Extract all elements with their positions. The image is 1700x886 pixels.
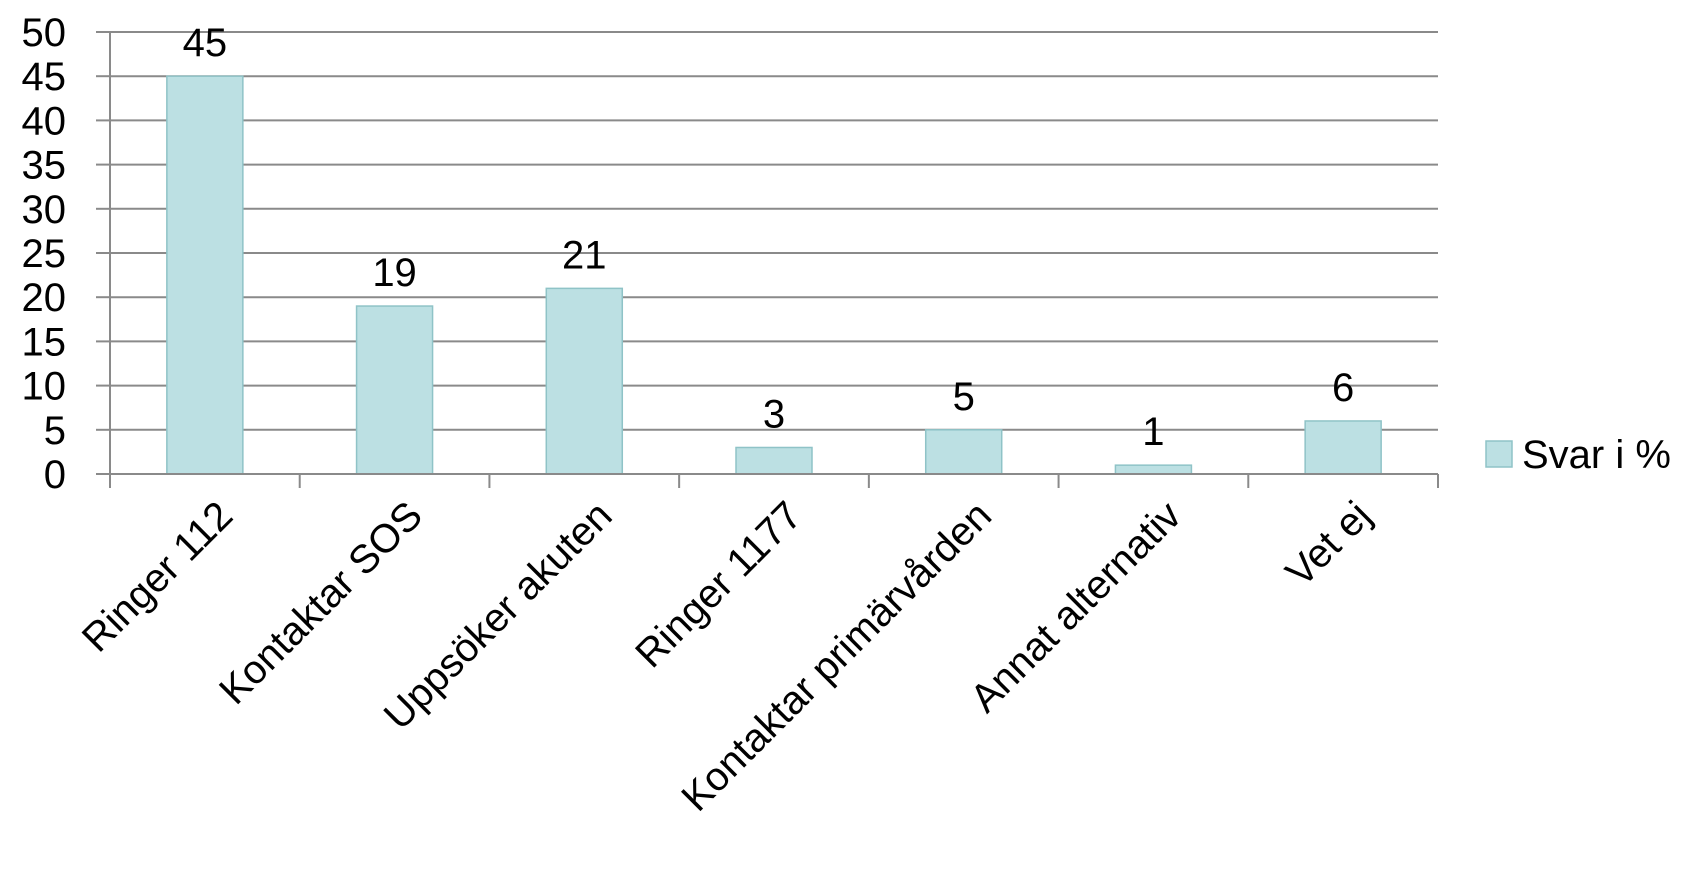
legend-label: Svar i % — [1522, 433, 1671, 477]
bar — [1304, 420, 1382, 475]
gridlines — [110, 31, 1438, 431]
data-labels: 45 19 21 3 5 1 6 — [183, 21, 1355, 454]
y-tick-label: 45 — [22, 55, 67, 99]
data-label: 21 — [562, 233, 607, 277]
data-label: 3 — [763, 392, 785, 436]
y-tick-label: 50 — [22, 11, 67, 55]
bar — [1114, 464, 1193, 475]
axes — [109, 32, 1439, 488]
x-category-label: Kontaktar SOS — [211, 493, 431, 713]
y-tick-label: 35 — [22, 144, 67, 188]
y-tick-label: 10 — [22, 365, 67, 409]
y-tick-label: 30 — [22, 188, 67, 232]
bar — [166, 75, 244, 475]
bars — [166, 75, 1382, 475]
y-tick-label: 40 — [22, 99, 67, 143]
legend: Svar i % — [1485, 433, 1671, 477]
x-category-label: Ringer 1177 — [627, 493, 810, 676]
y-tick-label: 20 — [22, 276, 67, 320]
bar — [735, 446, 813, 475]
x-category-label: Kontaktar primärvården — [673, 493, 1000, 820]
data-label: 6 — [1332, 366, 1354, 410]
y-tick-label: 5 — [44, 409, 66, 453]
bar — [924, 429, 1003, 475]
bar — [355, 305, 434, 475]
data-label: 5 — [953, 375, 975, 419]
y-tick-label: 15 — [22, 320, 67, 364]
y-tick-label: 25 — [22, 232, 67, 276]
legend-swatch — [1485, 440, 1513, 468]
data-label: 1 — [1142, 410, 1164, 454]
data-label: 45 — [183, 21, 228, 65]
y-tick-label: 0 — [44, 453, 66, 497]
data-label: 19 — [372, 251, 417, 295]
x-category-label: Ringer 112 — [74, 493, 241, 660]
x-category-label: Vet ej — [1278, 493, 1380, 595]
bar — [545, 287, 624, 475]
